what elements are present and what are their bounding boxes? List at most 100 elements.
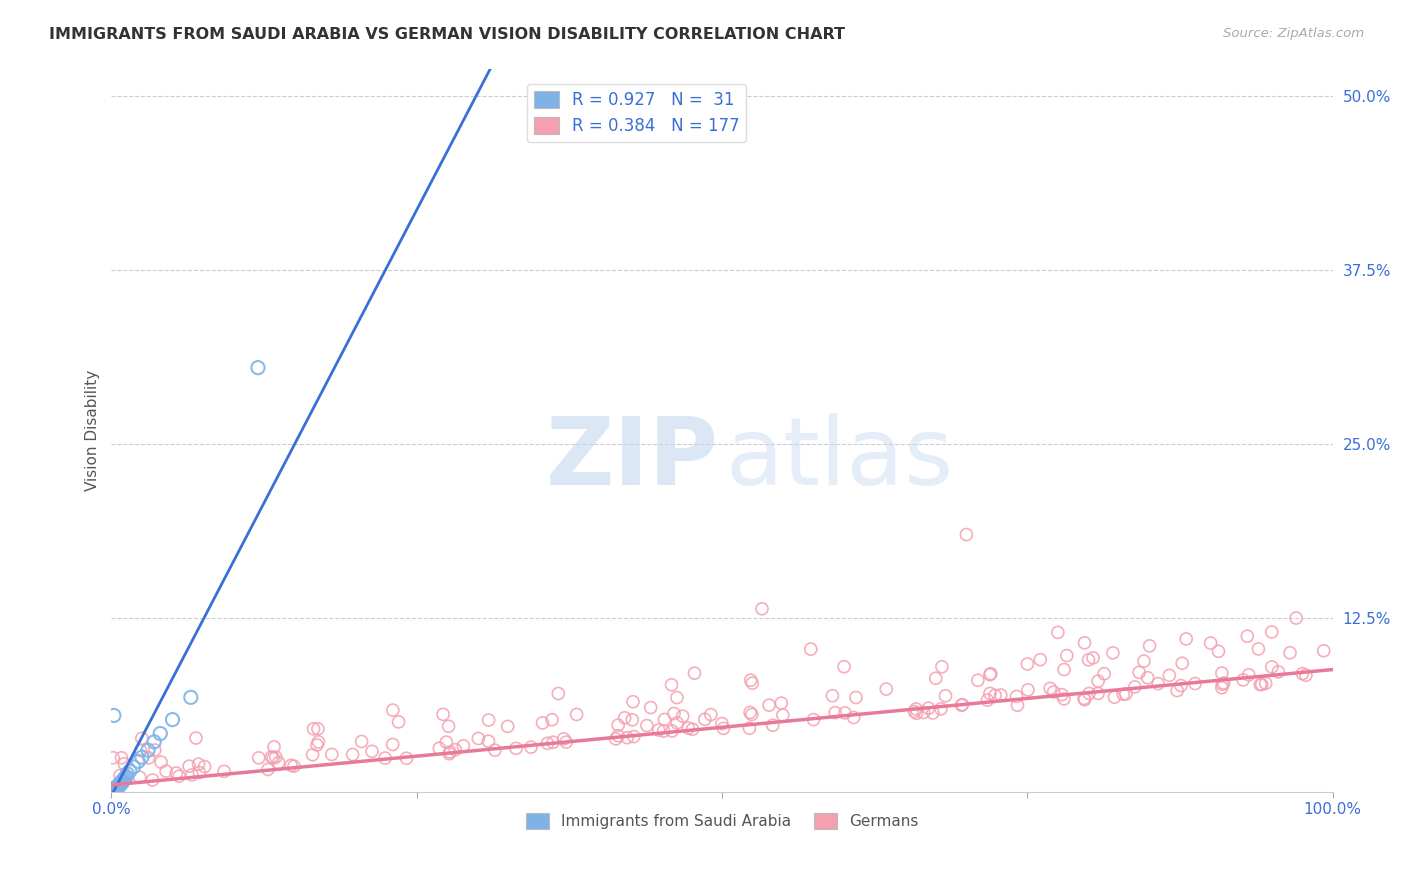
- Point: [179, 759, 201, 773]
- Point: [547, 686, 569, 700]
- Point: [1056, 648, 1078, 663]
- Point: [439, 745, 461, 759]
- Point: [738, 721, 761, 735]
- Point: [128, 770, 150, 784]
- Point: [105, 782, 128, 797]
- Point: [108, 768, 131, 782]
- Point: [321, 747, 343, 762]
- Point: [107, 780, 129, 795]
- Point: [652, 724, 675, 739]
- Point: [1199, 636, 1222, 650]
- Point: [103, 708, 125, 723]
- Point: [361, 744, 384, 758]
- Point: [1232, 673, 1254, 687]
- Point: [141, 772, 163, 787]
- Point: [1159, 668, 1181, 682]
- Point: [980, 666, 1002, 681]
- Point: [904, 702, 927, 716]
- Point: [1166, 683, 1188, 698]
- Point: [683, 666, 706, 681]
- Point: [246, 360, 269, 375]
- Point: [381, 703, 404, 717]
- Point: [149, 726, 172, 740]
- Point: [1133, 654, 1156, 668]
- Point: [108, 778, 131, 792]
- Point: [832, 659, 855, 673]
- Point: [1184, 676, 1206, 690]
- Point: [1039, 681, 1062, 696]
- Point: [929, 702, 952, 716]
- Point: [607, 718, 630, 732]
- Point: [1102, 646, 1125, 660]
- Point: [931, 659, 953, 673]
- Point: [444, 742, 467, 756]
- Point: [1291, 666, 1313, 681]
- Point: [112, 756, 135, 771]
- Point: [1087, 674, 1109, 689]
- Point: [616, 731, 638, 745]
- Point: [111, 775, 134, 789]
- Point: [107, 780, 129, 794]
- Point: [1208, 644, 1230, 658]
- Point: [1139, 639, 1161, 653]
- Point: [875, 682, 897, 697]
- Point: [672, 709, 695, 723]
- Point: [247, 751, 270, 765]
- Point: [103, 783, 125, 797]
- Point: [1046, 625, 1069, 640]
- Point: [301, 747, 323, 762]
- Point: [112, 772, 135, 787]
- Point: [1249, 677, 1271, 691]
- Point: [138, 751, 160, 765]
- Point: [1005, 690, 1028, 704]
- Point: [1077, 653, 1099, 667]
- Point: [110, 776, 132, 790]
- Point: [1087, 686, 1109, 700]
- Point: [565, 707, 588, 722]
- Point: [751, 602, 773, 616]
- Point: [1112, 687, 1135, 701]
- Point: [437, 719, 460, 733]
- Point: [136, 743, 159, 757]
- Point: [821, 689, 844, 703]
- Point: [700, 707, 723, 722]
- Point: [143, 735, 166, 749]
- Point: [194, 759, 217, 773]
- Point: [693, 712, 716, 726]
- Point: [803, 713, 825, 727]
- Point: [925, 671, 948, 685]
- Point: [934, 689, 956, 703]
- Point: [1312, 644, 1334, 658]
- Point: [541, 713, 564, 727]
- Point: [478, 713, 501, 727]
- Point: [434, 735, 457, 749]
- Point: [903, 705, 925, 719]
- Point: [263, 739, 285, 754]
- Point: [115, 770, 138, 784]
- Point: [1081, 650, 1104, 665]
- Point: [605, 731, 627, 746]
- Point: [682, 723, 704, 737]
- Text: atlas: atlas: [725, 413, 955, 505]
- Point: [155, 764, 177, 778]
- Point: [477, 734, 499, 748]
- Point: [264, 750, 287, 764]
- Point: [143, 743, 166, 757]
- Point: [110, 775, 132, 789]
- Point: [302, 722, 325, 736]
- Point: [104, 782, 127, 797]
- Point: [834, 706, 856, 720]
- Point: [381, 738, 404, 752]
- Point: [738, 706, 761, 720]
- Point: [912, 706, 935, 720]
- Point: [187, 757, 209, 772]
- Point: [127, 755, 149, 769]
- Point: [636, 718, 658, 732]
- Point: [118, 764, 141, 778]
- Point: [1212, 676, 1234, 690]
- Point: [505, 741, 527, 756]
- Point: [122, 760, 145, 774]
- Point: [350, 734, 373, 748]
- Point: [955, 527, 977, 541]
- Point: [395, 751, 418, 765]
